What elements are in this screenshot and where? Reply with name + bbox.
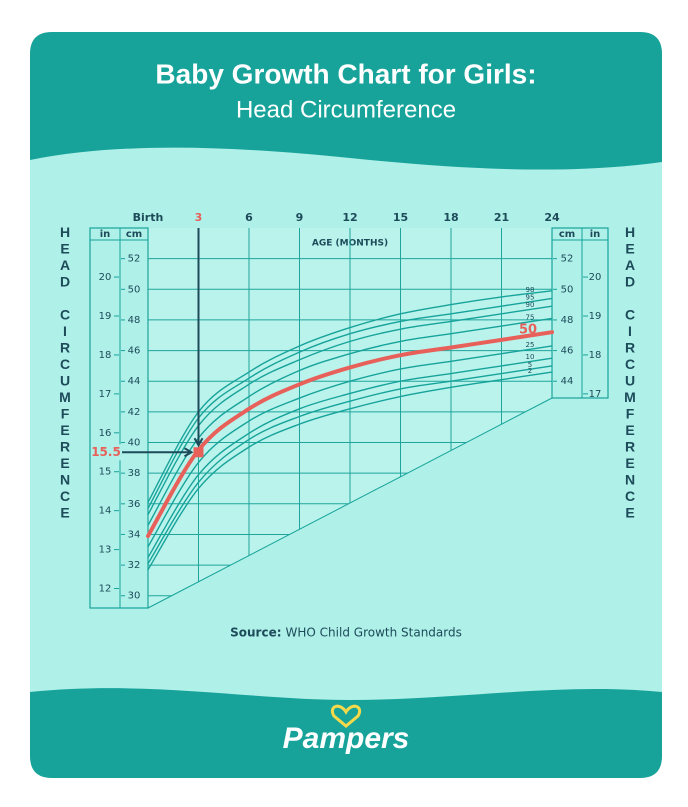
- y2-tick-label: 17: [99, 389, 112, 400]
- y2-tick-label: 18: [99, 350, 112, 361]
- y2-tick-label: 12: [99, 584, 112, 595]
- highlight-label-bg: [91, 444, 121, 461]
- y2-tick-label: 20: [589, 272, 602, 283]
- x-tick-label: 3: [195, 211, 203, 224]
- y-tick-label: 50: [128, 284, 141, 295]
- source-label: Source:: [230, 626, 281, 640]
- series-label: 75: [526, 313, 535, 321]
- y-axis-label: HEAD CIRCUMFERENCE: [622, 224, 638, 521]
- subtitle: Head Circumference: [236, 96, 456, 123]
- y-tick-label: 48: [128, 315, 141, 326]
- header-band: [30, 32, 662, 170]
- title: Baby Growth Chart for Girls:: [155, 58, 536, 89]
- brand-logo: Pampers: [283, 722, 410, 755]
- y-tick-label: 30: [128, 591, 141, 602]
- highlight-point: [193, 447, 204, 458]
- y-tick-label: 32: [128, 560, 141, 571]
- y-tick-label: 40: [128, 438, 141, 449]
- y-tick-label: 44: [128, 376, 141, 387]
- y-tick-label: 52: [128, 254, 141, 265]
- series-label: 5: [528, 361, 532, 369]
- x-tick-label: 18: [443, 211, 458, 224]
- x-tick-label: Birth: [133, 211, 164, 224]
- y-tick-label: 46: [561, 346, 574, 357]
- source-text: WHO Child Growth Standards: [286, 626, 462, 640]
- series-label: 95: [526, 293, 535, 301]
- y-tick-label: 46: [128, 346, 141, 357]
- x-tick-label: 24: [544, 211, 560, 224]
- y-axis-label: HEAD CIRCUMFERENCE: [57, 224, 73, 521]
- y-tick-label: 36: [128, 499, 141, 510]
- y-tick-label: 50: [561, 284, 574, 295]
- y2-tick-label: 19: [589, 311, 602, 322]
- percentile-line: [147, 357, 553, 559]
- unit-label: cm: [126, 229, 142, 240]
- y2-tick-label: 13: [99, 545, 112, 556]
- y2-tick-label: 20: [99, 272, 112, 283]
- unit-label: in: [100, 229, 111, 240]
- percentile-line: [147, 365, 553, 565]
- unit-label: cm: [559, 229, 575, 240]
- y-tick-label: 42: [128, 407, 141, 418]
- percentile-line: [147, 371, 553, 571]
- x-tick-label: 21: [494, 211, 509, 224]
- y2-tick-label: 14: [99, 506, 112, 517]
- x-tick-label: 12: [342, 211, 357, 224]
- y-tick-label: 52: [561, 254, 574, 265]
- highlight-label: 15.5: [91, 445, 121, 459]
- footer-band: [30, 688, 662, 778]
- y-tick-label: 38: [128, 468, 141, 479]
- x-tick-label: 15: [393, 211, 408, 224]
- series-label: 10: [526, 353, 535, 361]
- y2-tick-label: 19: [99, 311, 112, 322]
- y2-tick-label: 16: [99, 428, 112, 439]
- x-tick-label: 6: [245, 211, 253, 224]
- series-label: 98: [526, 286, 535, 294]
- y-tick-label: 48: [561, 315, 574, 326]
- y-tick-label: 44: [561, 376, 574, 387]
- unit-label: in: [590, 229, 601, 240]
- series-label: 50: [519, 323, 537, 338]
- y2-tick-label: 18: [589, 350, 602, 361]
- y2-tick-label: 15: [99, 467, 112, 478]
- series-label: 25: [526, 341, 535, 349]
- x-tick-label: 9: [296, 211, 304, 224]
- y-tick-label: 34: [128, 529, 141, 540]
- y2-tick-label: 17: [589, 389, 602, 400]
- logo-heart: [331, 704, 361, 728]
- series-label: 90: [526, 301, 535, 309]
- series-label: 2: [528, 367, 532, 375]
